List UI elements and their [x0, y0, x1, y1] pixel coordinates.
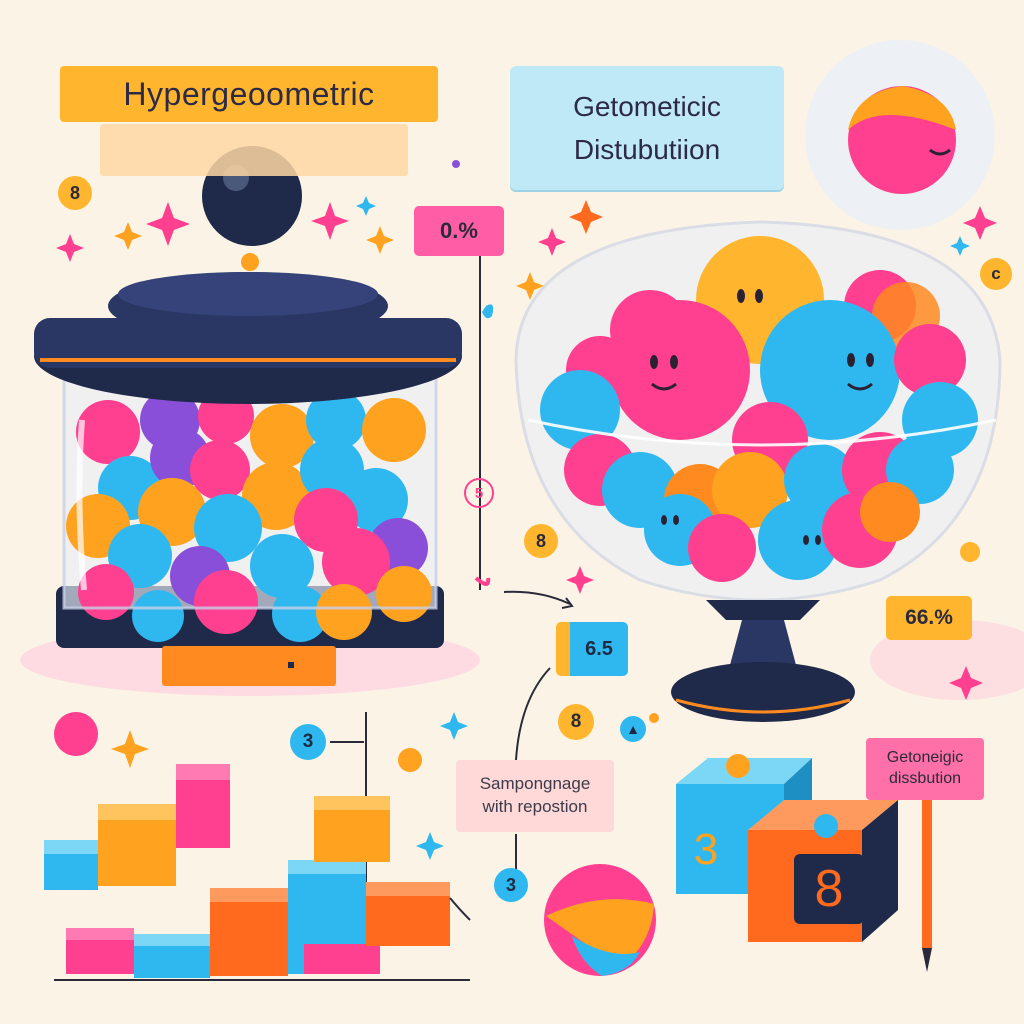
- number-coin: c: [980, 258, 1012, 290]
- sampling-note-line1: Sampongnage: [479, 774, 591, 794]
- sparkle-icon: [56, 160, 997, 860]
- jar-balls: [66, 388, 432, 642]
- sampling-note: Sampongnage with repostion: [456, 760, 614, 832]
- small-blue-dot: ▲: [620, 716, 646, 742]
- ball-faces: [650, 289, 874, 545]
- sign-line1: Getoneigic: [886, 749, 964, 767]
- small-hook-icon: [474, 576, 491, 586]
- glass-jar: [34, 253, 462, 686]
- small-pink-ball: [54, 712, 98, 756]
- small-orange-dot: [398, 748, 422, 772]
- number-coin: 3: [290, 724, 326, 760]
- bowl-stand: [671, 600, 855, 722]
- percent-tag-top: 0.%: [414, 206, 504, 256]
- geometric-distribution-title: Getometicic Distubutiion: [510, 66, 784, 190]
- pink-glow: [870, 620, 1024, 700]
- hypergeometric-title: Hypergeoometric: [60, 66, 438, 122]
- percent-tag-right: 66.%: [886, 596, 972, 640]
- sign-post: [922, 798, 932, 972]
- sampling-note-line2: with repostion: [482, 797, 588, 816]
- number-coin: 8: [524, 524, 558, 558]
- box-digit-orange: 8: [794, 854, 864, 924]
- bottom-ball: [544, 864, 656, 976]
- geometric-title-line2: Distubutiion: [573, 134, 721, 165]
- box-digit-blue: 3: [693, 825, 719, 874]
- sign-line2: dissbution: [888, 770, 962, 787]
- number-coin: [960, 542, 980, 562]
- block-stairs: [44, 764, 471, 981]
- jar-label-strip: [162, 646, 336, 686]
- jar-lid: [34, 253, 462, 404]
- number-coin: 8: [58, 176, 92, 210]
- thread-value: 5: [464, 478, 494, 508]
- number-coin: 3: [494, 868, 528, 902]
- top-right-ball: [848, 86, 956, 194]
- drop-icon: [482, 304, 494, 319]
- title-underlay: [100, 124, 408, 176]
- value-block: 6.5: [556, 622, 628, 676]
- number-coin: 8: [558, 704, 594, 740]
- distribution-sign: Getoneigic dissbution: [866, 738, 984, 800]
- geometric-title-line1: Getometicic: [573, 90, 721, 122]
- glass-bowl: [514, 220, 1002, 722]
